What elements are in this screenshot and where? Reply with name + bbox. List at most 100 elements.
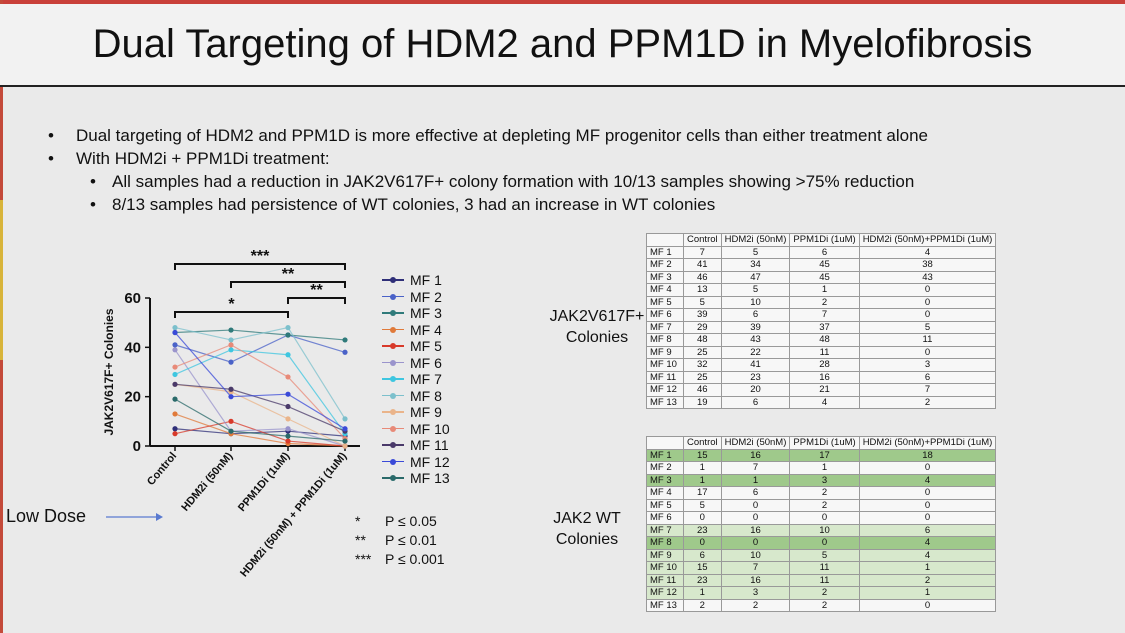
jak2v617f-table: Control HDM2i (50nM) PPM1Di (1uM) HDM2i (50…: [646, 233, 997, 409]
table-cell: MF 5: [646, 498, 684, 512]
data-point: [228, 386, 234, 392]
table-header-cell: Control: [683, 233, 722, 247]
legend-item: MF 4: [382, 322, 450, 339]
legend-label: MF 11: [410, 437, 449, 454]
table-cell: 32: [683, 358, 722, 372]
table-header-cell: PPM1Di (1uM): [789, 233, 860, 247]
table-cell: 6: [720, 486, 791, 500]
data-point: [285, 433, 291, 439]
table-row: MF 6 39 6 7 0: [646, 308, 997, 322]
p-value-key: * P ≤ 0.05 ** P ≤ 0.01 *** P ≤ 0.001: [355, 512, 445, 569]
table-cell: 0: [683, 511, 722, 525]
legend-item: MF 1: [382, 272, 450, 289]
table-cell: 23: [683, 523, 722, 537]
data-point: [342, 426, 348, 432]
legend-swatch: [382, 439, 404, 451]
table-cell: 5: [720, 245, 791, 259]
table-cell: 7: [720, 461, 791, 475]
legend-item: MF 6: [382, 355, 450, 372]
data-point: [285, 374, 291, 380]
table-cell: 4: [858, 536, 997, 550]
table-cell: 16: [789, 370, 860, 384]
table-cell: 5: [683, 295, 722, 309]
legend-item: MF 3: [382, 305, 450, 322]
table-cell: 0: [683, 536, 722, 550]
legend-label: MF 8: [410, 387, 442, 404]
low-dose-label: Low Dose: [6, 506, 87, 526]
table-cell: 15: [683, 448, 722, 462]
data-point: [342, 349, 348, 355]
table-cell: 22: [720, 345, 791, 359]
table-cell: 16: [720, 573, 791, 587]
table-cell: 39: [720, 320, 791, 334]
table-row: MF 12 1 3 2 1: [646, 586, 997, 600]
sub-bullet-item: All samples had a reduction in JAK2V617F…: [48, 170, 928, 193]
table-cell: 5: [789, 548, 860, 562]
legend-label: MF 4: [410, 321, 442, 338]
table-cell: 11: [789, 345, 860, 359]
table-cell: MF 7: [646, 320, 684, 334]
table-cell: MF 8: [646, 536, 684, 550]
data-point: [285, 438, 291, 444]
data-point: [172, 396, 178, 402]
legend-swatch: [382, 406, 404, 418]
table-cell: 11: [789, 561, 860, 575]
data-point: [172, 364, 178, 370]
table-cell: 17: [683, 486, 722, 500]
table-label-line: Colonies: [565, 329, 629, 346]
table-cell: 1: [683, 586, 722, 600]
table-cell: 10: [789, 523, 860, 537]
data-point: [228, 359, 234, 365]
significance-bracket: [287, 297, 346, 304]
table-cell: 4: [858, 473, 997, 487]
table-cell: MF 1: [646, 448, 684, 462]
legend-swatch: [382, 324, 404, 336]
series-line: [174, 383, 346, 447]
table-row: MF 8 48 43 48 11: [646, 333, 997, 347]
table-cell: 48: [789, 333, 860, 347]
series-line: [174, 349, 346, 435]
table-row: MF 13 2 2 2 0: [646, 598, 997, 612]
table-cell: 43: [858, 270, 997, 284]
y-axis-label: JAK2V617F+ Colonies: [102, 308, 116, 435]
table-cell: MF 4: [646, 283, 684, 297]
p-text: P ≤ 0.05: [385, 513, 437, 529]
data-point: [172, 381, 178, 387]
data-point: [342, 337, 348, 343]
legend-item: MF 13: [382, 470, 450, 487]
table-cell: 21: [789, 383, 860, 397]
table-cell: 13: [683, 283, 722, 297]
table-cell: 10: [720, 295, 791, 309]
table-cell: MF 2: [646, 258, 684, 272]
table-cell: 2: [789, 598, 860, 612]
title-divider: [0, 85, 1125, 87]
left-accent-bar-yellow: [0, 200, 3, 360]
table-header-cell: PPM1Di (1uM): [789, 436, 860, 450]
table-cell: 16: [720, 448, 791, 462]
y-tick-label: 0: [133, 438, 141, 455]
table-cell: 2: [858, 573, 997, 587]
table-cell: 0: [720, 498, 791, 512]
p-symbol: **: [355, 532, 366, 548]
p-symbol: ***: [355, 551, 372, 567]
table-header-cell: HDM2i (50nM)+PPM1Di (1uM): [858, 233, 997, 247]
data-point: [228, 418, 234, 424]
table-cell: 3: [720, 586, 791, 600]
table-header-cell: HDM2i (50nM): [720, 233, 791, 247]
table-cell: 1: [789, 461, 860, 475]
table-label-jak2v617f: JAK2V617F+ Colonies: [522, 306, 672, 348]
table-cell: MF 11: [646, 370, 684, 384]
table-cell: 25: [683, 345, 722, 359]
series-line: [174, 326, 346, 420]
table-cell: 25: [683, 370, 722, 384]
table-cell: MF 12: [646, 586, 684, 600]
table-cell: 0: [789, 511, 860, 525]
table-cell: MF 9: [646, 345, 684, 359]
table-cell: 3: [789, 473, 860, 487]
legend-swatch: [382, 373, 404, 385]
table-cell: 23: [683, 573, 722, 587]
legend-label: MF 7: [410, 371, 442, 388]
table-cell: 1: [683, 473, 722, 487]
